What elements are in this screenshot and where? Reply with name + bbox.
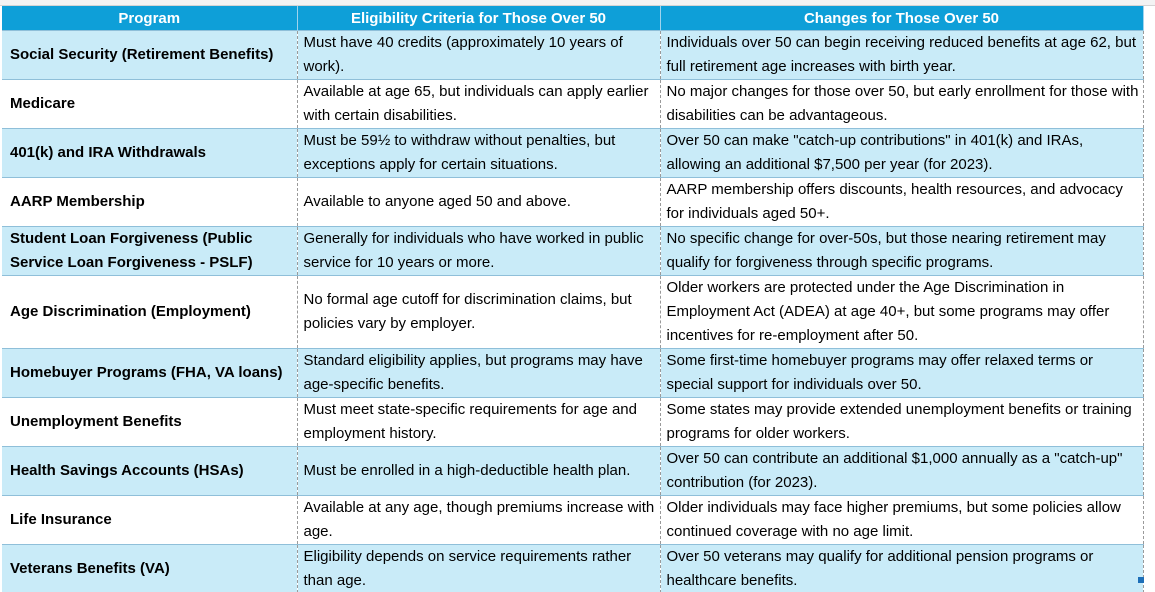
eligibility-cell[interactable]: Generally for individuals who have worke… bbox=[297, 226, 661, 276]
program-cell[interactable]: Social Security (Retirement Benefits) bbox=[2, 30, 298, 80]
eligibility-cell[interactable]: Standard eligibility applies, but progra… bbox=[297, 348, 661, 398]
table-row: Health Savings Accounts (HSAs) Must be e… bbox=[2, 446, 1144, 496]
changes-cell[interactable]: Some first-time homebuyer programs may o… bbox=[660, 348, 1144, 398]
program-cell[interactable]: Unemployment Benefits bbox=[2, 397, 298, 447]
changes-cell[interactable]: Over 50 can contribute an additional $1,… bbox=[660, 446, 1144, 496]
header-cell-changes[interactable]: Changes for Those Over 50 bbox=[660, 6, 1144, 31]
program-cell[interactable]: Veterans Benefits (VA) bbox=[2, 544, 298, 592]
table-row: Life Insurance Available at any age, tho… bbox=[2, 495, 1144, 545]
eligibility-cell[interactable]: Eligibility depends on service requireme… bbox=[297, 544, 661, 592]
data-table: Program Eligibility Criteria for Those O… bbox=[2, 6, 1144, 592]
program-cell[interactable]: Life Insurance bbox=[2, 495, 298, 545]
changes-cell[interactable]: Individuals over 50 can begin receiving … bbox=[660, 30, 1144, 80]
program-cell[interactable]: 401(k) and IRA Withdrawals bbox=[2, 128, 298, 178]
table-row: Medicare Available at age 65, but indivi… bbox=[2, 79, 1144, 129]
table-row: Age Discrimination (Employment) No forma… bbox=[2, 275, 1144, 349]
table-row: Student Loan Forgiveness (Public Service… bbox=[2, 226, 1144, 276]
column-header-strip bbox=[0, 0, 1155, 6]
eligibility-cell[interactable]: Available at any age, though premiums in… bbox=[297, 495, 661, 545]
eligibility-cell[interactable]: Must have 40 credits (approximately 10 y… bbox=[297, 30, 661, 80]
changes-cell[interactable]: Older individuals may face higher premiu… bbox=[660, 495, 1144, 545]
changes-cell[interactable]: AARP membership offers discounts, health… bbox=[660, 177, 1144, 227]
changes-cell[interactable]: Some states may provide extended unemplo… bbox=[660, 397, 1144, 447]
table-row: AARP Membership Available to anyone aged… bbox=[2, 177, 1144, 227]
changes-cell[interactable]: No major changes for those over 50, but … bbox=[660, 79, 1144, 129]
changes-cell[interactable]: Over 50 can make "catch-up contributions… bbox=[660, 128, 1144, 178]
table-row: Homebuyer Programs (FHA, VA loans) Stand… bbox=[2, 348, 1144, 398]
eligibility-cell[interactable]: Available at age 65, but individuals can… bbox=[297, 79, 661, 129]
eligibility-cell[interactable]: No formal age cutoff for discrimination … bbox=[297, 275, 661, 349]
program-cell[interactable]: Student Loan Forgiveness (Public Service… bbox=[2, 226, 298, 276]
eligibility-cell[interactable]: Must meet state-specific requirements fo… bbox=[297, 397, 661, 447]
header-cell-program[interactable]: Program bbox=[2, 6, 298, 31]
eligibility-cell[interactable]: Must be enrolled in a high-deductible he… bbox=[297, 446, 661, 496]
changes-cell[interactable]: No specific change for over-50s, but tho… bbox=[660, 226, 1144, 276]
program-cell[interactable]: Homebuyer Programs (FHA, VA loans) bbox=[2, 348, 298, 398]
header-cell-eligibility[interactable]: Eligibility Criteria for Those Over 50 bbox=[297, 6, 661, 31]
table-row: Veterans Benefits (VA) Eligibility depen… bbox=[2, 544, 1144, 592]
program-cell[interactable]: Medicare bbox=[2, 79, 298, 129]
table-row: Unemployment Benefits Must meet state-sp… bbox=[2, 397, 1144, 447]
table-row: Social Security (Retirement Benefits) Mu… bbox=[2, 30, 1144, 80]
program-cell[interactable]: Age Discrimination (Employment) bbox=[2, 275, 298, 349]
program-cell[interactable]: Health Savings Accounts (HSAs) bbox=[2, 446, 298, 496]
changes-cell[interactable]: Older workers are protected under the Ag… bbox=[660, 275, 1144, 349]
changes-cell[interactable]: Over 50 veterans may qualify for additio… bbox=[660, 544, 1144, 592]
table-resize-handle[interactable] bbox=[1138, 577, 1144, 583]
program-cell[interactable]: AARP Membership bbox=[2, 177, 298, 227]
header-row: Program Eligibility Criteria for Those O… bbox=[2, 6, 1144, 31]
eligibility-cell[interactable]: Available to anyone aged 50 and above. bbox=[297, 177, 661, 227]
eligibility-cell[interactable]: Must be 59½ to withdraw without penaltie… bbox=[297, 128, 661, 178]
table-row: 401(k) and IRA Withdrawals Must be 59½ t… bbox=[2, 128, 1144, 178]
